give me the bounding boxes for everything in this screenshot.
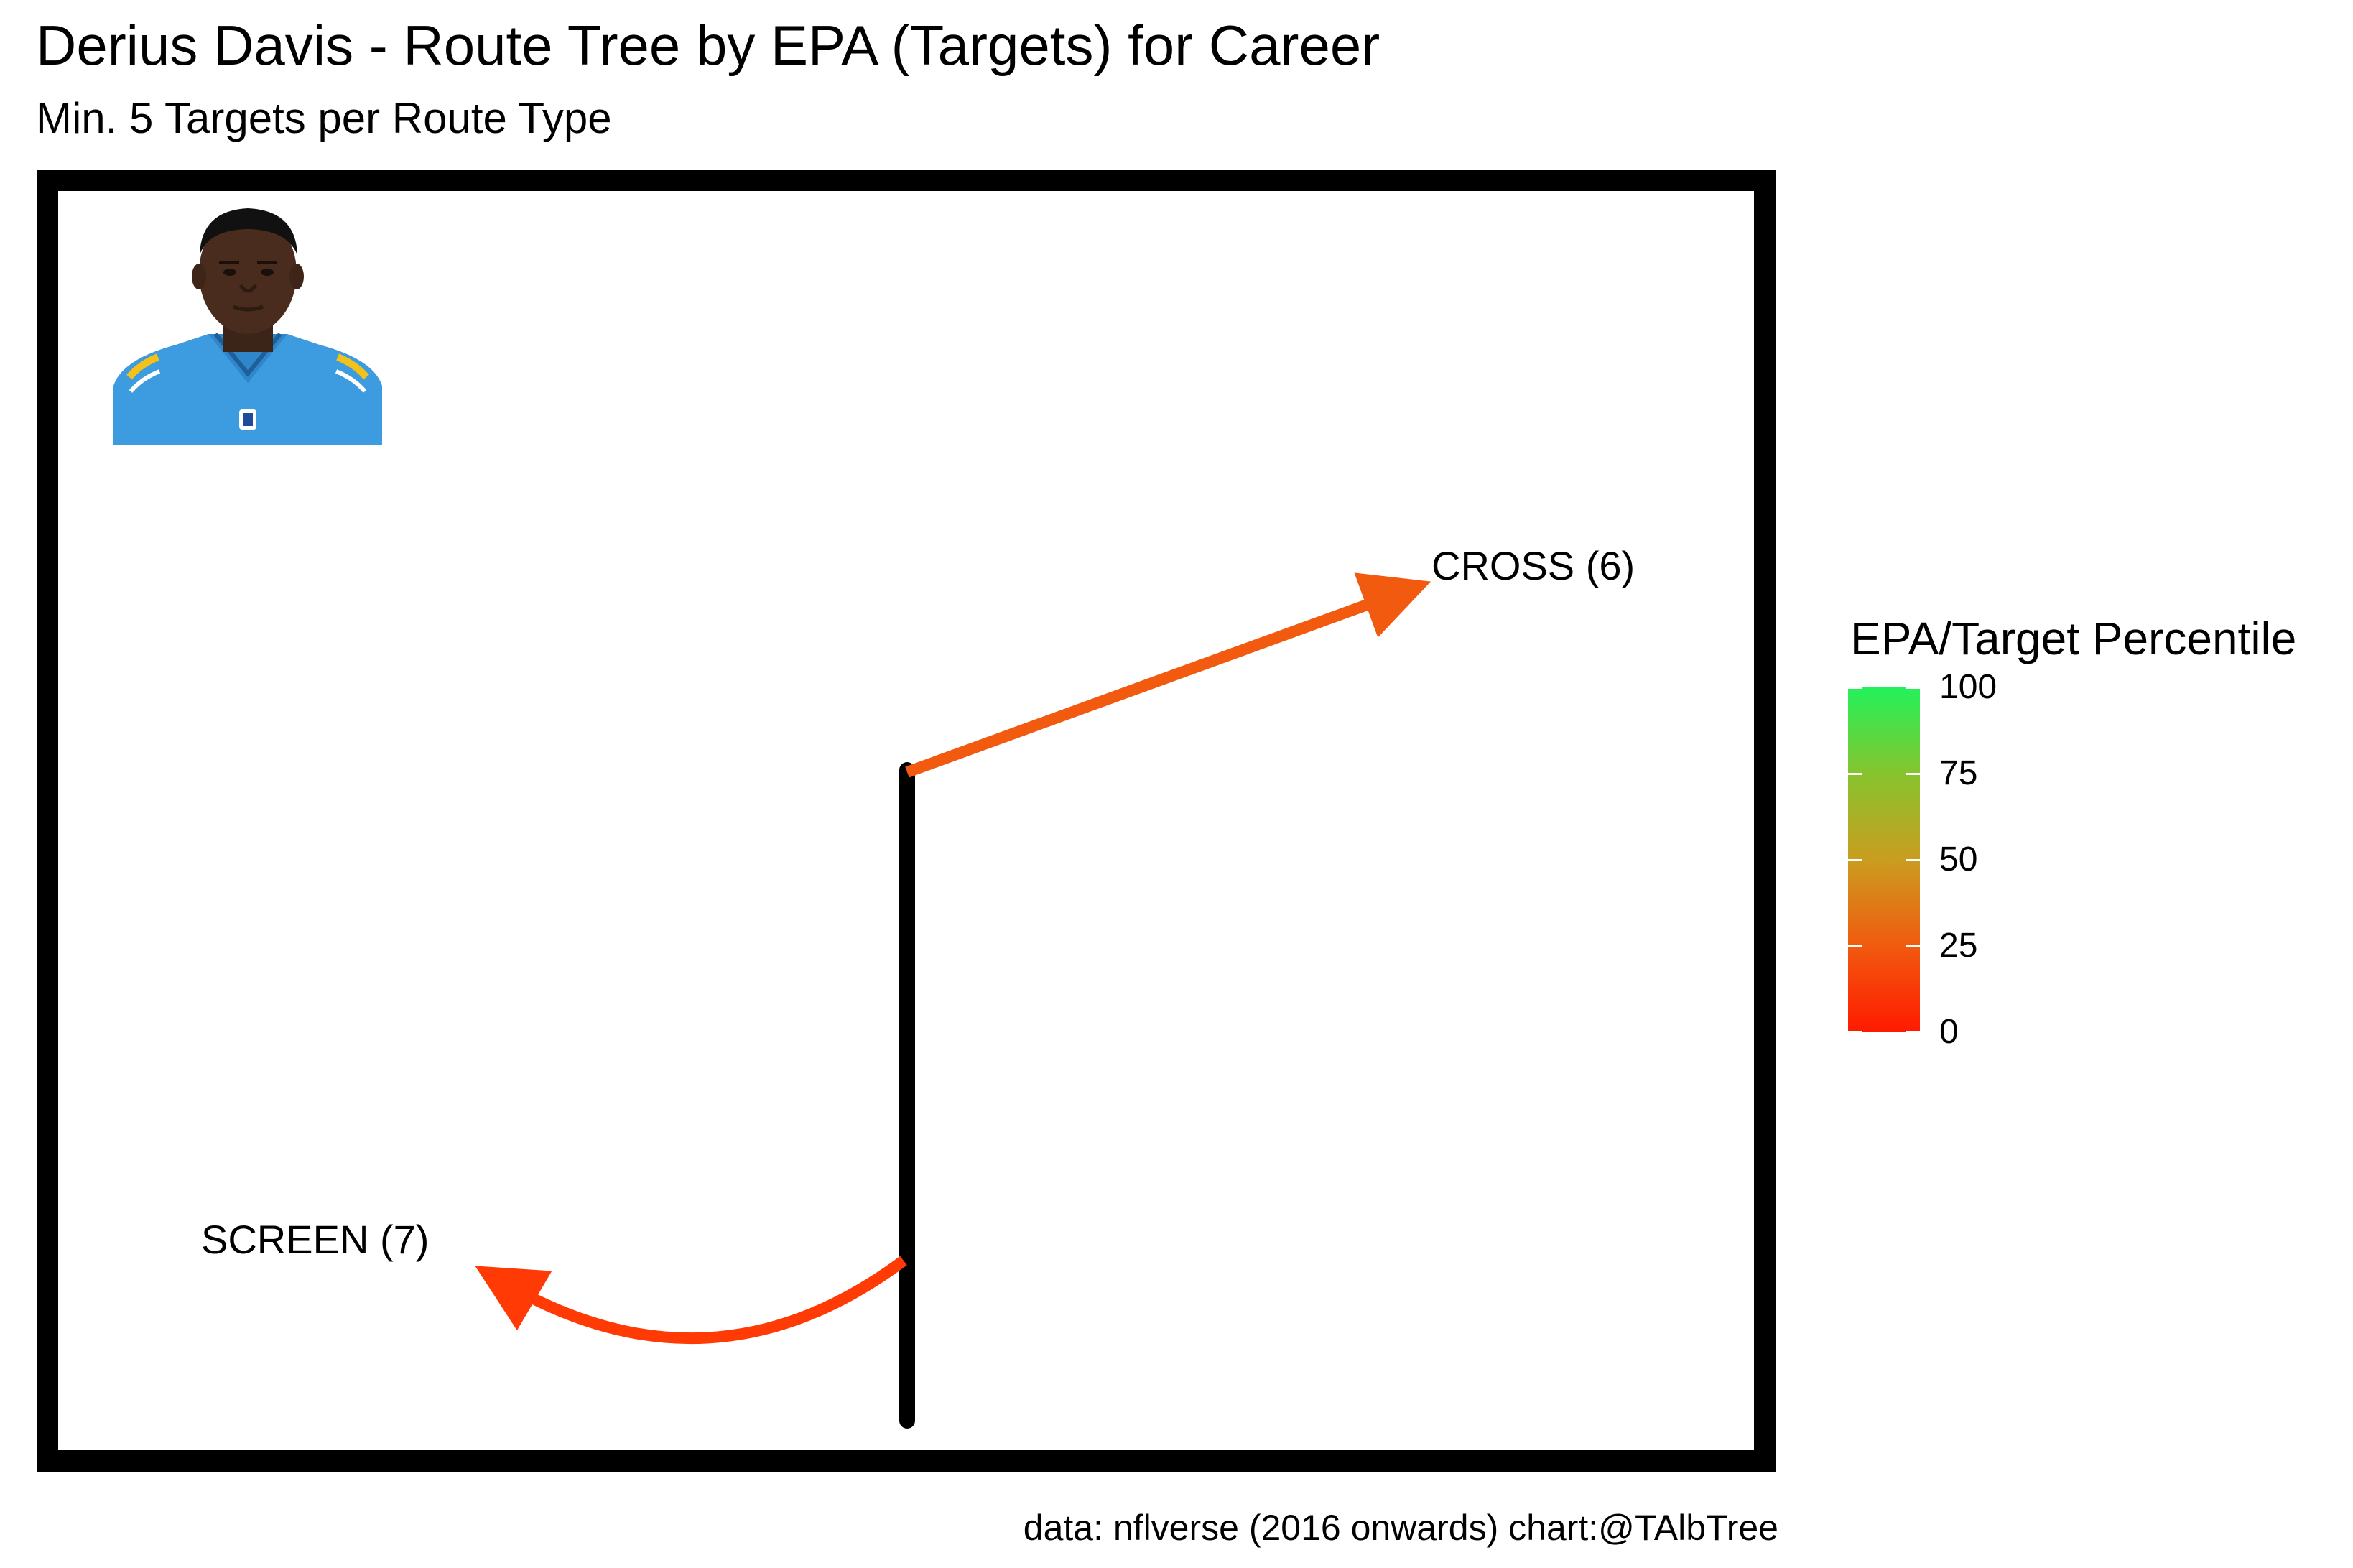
legend-tick-label: 0 <box>1939 1013 1959 1051</box>
chart-caption: data: nflverse (2016 onwards) chart:@TAl… <box>1023 1508 1778 1548</box>
chart-subtitle: Min. 5 Targets per Route Type <box>36 94 612 142</box>
route-screen-line <box>475 1256 907 1345</box>
legend-tick-mark <box>1906 773 1920 775</box>
legend-tick-mark <box>1906 945 1920 947</box>
legend-tick-mark <box>1906 1031 1920 1034</box>
route-cross-line <box>905 572 1431 778</box>
legend-tick-mark <box>1906 687 1920 689</box>
legend-tick-label: 100 <box>1939 668 1997 706</box>
legend-tick-label: 50 <box>1939 840 1978 878</box>
legend-tick-mark <box>1848 945 1862 947</box>
legend-tick-label: 75 <box>1939 754 1978 792</box>
legend-tick-mark <box>1906 859 1920 861</box>
route-label-cross: CROSS (6) <box>1431 543 1635 588</box>
legend-tick-mark <box>1848 687 1862 689</box>
legend-tick-mark <box>1848 773 1862 775</box>
legend-title: EPA/Target Percentile <box>1850 613 2297 664</box>
legend-tick-label: 25 <box>1939 927 1978 965</box>
player-headshot <box>113 208 382 445</box>
route-label-screen: SCREEN (7) <box>201 1217 429 1262</box>
legend-tick-mark <box>1848 859 1862 861</box>
chart-title: Derius Davis - Route Tree by EPA (Target… <box>36 14 1380 77</box>
field-frame <box>37 170 1776 1472</box>
legend-tick-mark <box>1848 1031 1862 1034</box>
